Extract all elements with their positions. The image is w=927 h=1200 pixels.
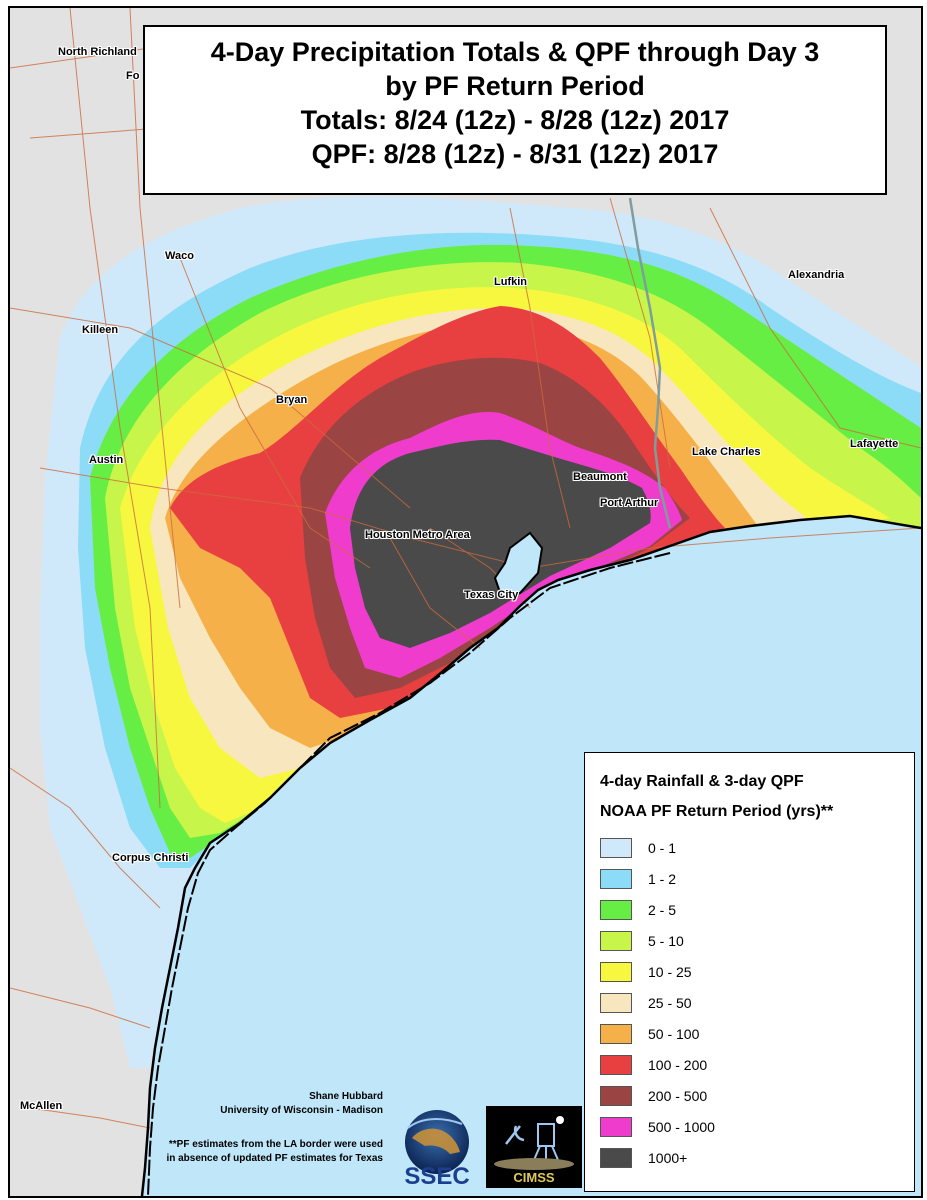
title-line-1: 4-Day Precipitation Totals & QPF through… bbox=[210, 37, 820, 67]
precipitation-map bbox=[10, 8, 921, 1196]
legend-label: 5 - 10 bbox=[648, 933, 684, 949]
credit-note-2: in absence of updated PF estimates for T… bbox=[166, 1153, 383, 1164]
legend-swatch bbox=[600, 931, 632, 951]
ssec-logo-text: SSEC bbox=[404, 1163, 469, 1190]
city-label-north-richland: North Richland bbox=[58, 46, 137, 58]
legend-subtitle: NOAA PF Return Period (yrs)** bbox=[600, 803, 834, 820]
legend-label: 500 - 1000 bbox=[648, 1119, 715, 1135]
title-line-3: Totals: 8/24 (12z) - 8/28 (12z) 2017 bbox=[300, 105, 730, 135]
legend-swatch bbox=[600, 1024, 632, 1044]
legend-item: 200 - 500 bbox=[600, 1085, 707, 1107]
legend-item: 10 - 25 bbox=[600, 961, 692, 983]
legend-item: 2 - 5 bbox=[600, 899, 676, 921]
city-label-corpus-christi: Corpus Christi bbox=[112, 852, 189, 864]
cimss-logo: CIMSS bbox=[486, 1106, 582, 1188]
ssec-logo: SSEC bbox=[404, 1110, 470, 1190]
city-label-waco: Waco bbox=[165, 250, 194, 262]
rainfall-layers bbox=[40, 196, 921, 1068]
title-box: 4-Day Precipitation Totals & QPF through… bbox=[143, 25, 887, 195]
legend-label: 100 - 200 bbox=[648, 1057, 708, 1073]
galveston-bay bbox=[493, 531, 544, 600]
legend-item: 50 - 100 bbox=[600, 1023, 699, 1045]
legend-label: 0 - 1 bbox=[648, 840, 677, 856]
legend-swatch bbox=[600, 1086, 632, 1106]
cimss-logo-text: CIMSS bbox=[513, 1170, 555, 1185]
coastline bbox=[140, 514, 921, 1196]
city-label-austin: Austin bbox=[89, 454, 124, 466]
city-label-texas-city: Texas City bbox=[464, 589, 519, 601]
legend-swatch bbox=[600, 838, 632, 858]
map-frame: 4-Day Precipitation Totals & QPF through… bbox=[8, 6, 923, 1198]
city-label-killeen: Killeen bbox=[82, 324, 119, 336]
legend-label: 25 - 50 bbox=[648, 995, 692, 1011]
legend: 4-day Rainfall & 3-day QPF NOAA PF Retur… bbox=[584, 752, 915, 1192]
city-label-beaumont: Beaumont bbox=[573, 471, 627, 483]
legend-item: 100 - 200 bbox=[600, 1054, 707, 1076]
legend-title: 4-day Rainfall & 3-day QPF bbox=[600, 773, 804, 790]
legend-item: 25 - 50 bbox=[600, 992, 692, 1014]
legend-swatch bbox=[600, 1117, 632, 1137]
road-network bbox=[10, 8, 921, 1129]
city-label-mcallen: McAllen bbox=[20, 1100, 63, 1112]
city-label-lafayette: Lafayette bbox=[850, 438, 899, 450]
legend-label: 1 - 2 bbox=[648, 871, 677, 887]
legend-swatch bbox=[600, 900, 632, 920]
legend-label: 50 - 100 bbox=[648, 1026, 700, 1042]
city-label-houston: Houston Metro Area bbox=[365, 529, 470, 541]
city-label-port-arthur: Port Arthur bbox=[600, 497, 659, 509]
legend-label: 2 - 5 bbox=[648, 902, 677, 918]
barrier-islands bbox=[147, 552, 671, 1196]
legend-swatch bbox=[600, 1055, 632, 1075]
state-border bbox=[628, 197, 672, 529]
credit-institution: University of Wisconsin - Madison bbox=[220, 1105, 383, 1116]
legend-swatch bbox=[600, 1148, 632, 1168]
city-label-fo: Fo bbox=[126, 70, 140, 82]
legend-item: 1000+ bbox=[600, 1147, 687, 1169]
city-label-bryan: Bryan bbox=[276, 394, 308, 406]
city-label-alexandria: Alexandria bbox=[788, 269, 845, 281]
legend-swatch bbox=[600, 962, 632, 982]
city-label-lake-charles: Lake Charles bbox=[692, 446, 761, 458]
legend-label: 1000+ bbox=[648, 1150, 688, 1166]
legend-swatch bbox=[600, 993, 632, 1013]
legend-label: 10 - 25 bbox=[648, 964, 692, 980]
credit-author: Shane Hubbard bbox=[309, 1091, 383, 1102]
credit-note-1: **PF estimates from the LA border were u… bbox=[168, 1139, 383, 1150]
city-label-lufkin: Lufkin bbox=[494, 276, 527, 288]
legend-item: 1 - 2 bbox=[600, 868, 676, 890]
title-line-2: by PF Return Period bbox=[385, 71, 645, 101]
legend-label: 200 - 500 bbox=[648, 1088, 708, 1104]
legend-item: 500 - 1000 bbox=[600, 1116, 715, 1138]
title-line-4: QPF: 8/28 (12z) - 8/31 (12z) 2017 bbox=[311, 139, 719, 169]
zone-1000-plus bbox=[350, 439, 651, 648]
legend-item: 0 - 1 bbox=[600, 837, 676, 859]
legend-swatch bbox=[600, 869, 632, 889]
legend-item: 5 - 10 bbox=[600, 930, 684, 952]
